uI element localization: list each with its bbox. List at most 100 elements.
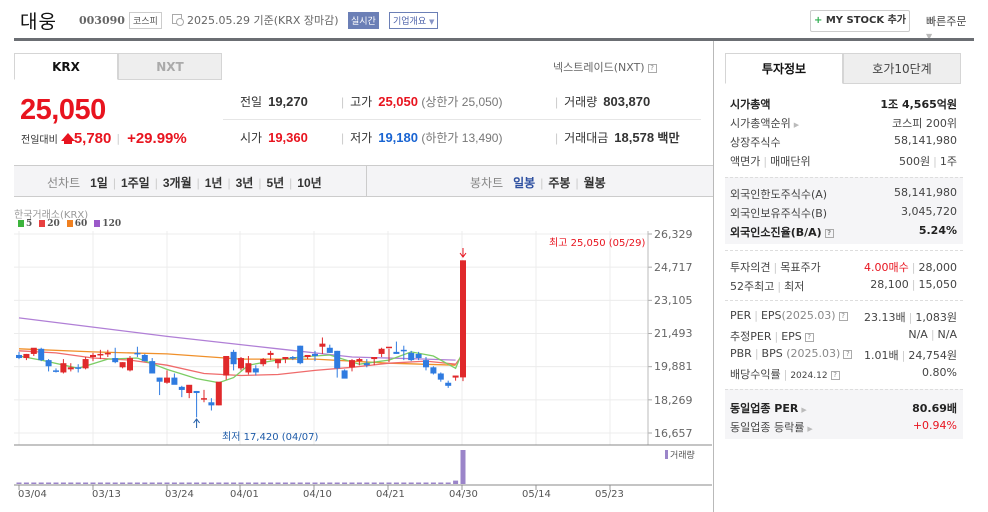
- label: PBR | BPS (2025.03)?: [730, 347, 853, 360]
- value-text: 24,754원: [908, 349, 957, 362]
- x-tick: 04/10: [303, 489, 332, 500]
- y-tick: 18,269: [654, 394, 693, 407]
- chevron-right-icon: ▶: [793, 121, 800, 129]
- period-1w[interactable]: 1주일: [120, 176, 150, 190]
- label-text: PER: [730, 309, 752, 322]
- help-icon[interactable]: ?: [838, 311, 848, 321]
- divider: |: [911, 278, 916, 291]
- label-text: PBR: [730, 347, 752, 360]
- value-text: 500원: [899, 155, 931, 168]
- row-foreign-limit: 외국인한도주식수(A) 58,141,980: [725, 184, 963, 203]
- value-text: 28,100: [870, 278, 909, 291]
- chevron-right-icon: ▶: [807, 425, 813, 433]
- value-text: 23.13배: [864, 311, 906, 324]
- realtime-badge[interactable]: 실시간: [348, 12, 379, 29]
- value: 58,141,980: [894, 186, 957, 199]
- chart-period-bar: 선차트 1일 | 1주일 | 3개월 | 1년 | 3년 | 5년 | 10년 봉차트 일봉…: [14, 165, 713, 197]
- stat-volume: | 거래량 803,870: [555, 93, 650, 110]
- value: 코스피 200위: [892, 117, 957, 130]
- plus-icon: +: [813, 15, 823, 26]
- row-52week: 52주최고 | 최저 28,100 | 15,050: [725, 276, 963, 295]
- row-sector-per[interactable]: 동일업종 PER ▶ 80.69배: [725, 398, 963, 417]
- stat-label: 전일: [240, 95, 263, 109]
- value: 28,100 | 15,050: [870, 278, 957, 291]
- row-market-cap-rank[interactable]: 시가총액순위 ▶ 코스피 200위: [725, 113, 963, 132]
- period-monthly[interactable]: 월봉: [583, 176, 606, 190]
- change-percent: +29.99%: [127, 130, 187, 147]
- row-opinion: 투자의견 | 목표주가 4.00매수 | 28,000: [725, 257, 963, 276]
- tab-orderbook-10[interactable]: 호가10단계: [843, 53, 961, 84]
- help-icon[interactable]: ?: [647, 63, 657, 73]
- nextrade-link[interactable]: 넥스트레이드(NXT)?: [553, 59, 657, 75]
- tab-investment-info[interactable]: 투자정보: [725, 53, 843, 84]
- x-tick: 03/04: [18, 489, 47, 500]
- divider: |: [911, 261, 916, 274]
- divider: |: [777, 280, 782, 293]
- value-text: 1주: [939, 155, 957, 168]
- period-3y[interactable]: 3년: [235, 176, 254, 190]
- label-text: EPS: [760, 309, 782, 322]
- label-text: BPS: [761, 347, 783, 360]
- chevron-down-icon: ▼: [429, 18, 435, 26]
- row-par-value: 액면가 | 매매단위 500원 | 1주: [725, 151, 963, 170]
- ma120-swatch: [94, 220, 101, 227]
- label-text: 추정PER: [730, 330, 772, 343]
- label: 시가총액순위 ▶: [730, 115, 799, 131]
- value-text: 1.01배: [864, 349, 899, 362]
- divider: |: [930, 328, 935, 341]
- stat-label: 거래대금: [564, 131, 609, 145]
- period-1d[interactable]: 1일: [90, 176, 108, 190]
- label-text: 매매단위: [770, 155, 811, 168]
- tab-nxt[interactable]: NXT: [118, 53, 222, 80]
- help-icon[interactable]: ?: [824, 228, 834, 238]
- value: 58,141,980: [894, 134, 957, 147]
- ma5-swatch: [18, 220, 24, 227]
- stat-unit: 백만: [657, 131, 680, 145]
- x-tick: 03/13: [92, 489, 121, 500]
- label-text: 시가총액순위: [730, 117, 791, 130]
- stat-value: 19,360: [268, 130, 308, 145]
- value: 0.80%: [922, 366, 957, 379]
- divider: |: [754, 309, 758, 322]
- label: 상장주식수: [730, 136, 781, 149]
- divider: |: [901, 349, 906, 362]
- stat-prev-close: 전일 19,270: [240, 93, 308, 110]
- label-text: 최저: [784, 280, 805, 293]
- tab-krx[interactable]: KRX: [14, 53, 118, 80]
- value: 23.13배 | 1,083원: [864, 309, 957, 325]
- period-3m[interactable]: 3개월: [162, 176, 192, 190]
- ma120-label: 120: [102, 219, 122, 229]
- help-icon[interactable]: ?: [843, 349, 853, 359]
- label: 52주최고 | 최저: [730, 278, 804, 294]
- date-basis: 2025.05.29 기준(KRX 장마감): [187, 14, 339, 27]
- opinion-value: 4.00매수: [864, 261, 909, 274]
- nextrade-label: 넥스트레이드(NXT): [553, 61, 645, 74]
- row-est-per-eps: 추정PER | EPS? N/A | N/A: [725, 326, 963, 345]
- help-icon[interactable]: ?: [830, 370, 840, 380]
- help-icon[interactable]: ?: [804, 332, 814, 342]
- ma5-legend: 5: [18, 219, 32, 229]
- quick-order-dropdown[interactable]: 빠른주문 ▼: [926, 13, 974, 42]
- value: 1조 4,565억원: [880, 98, 957, 111]
- stats-row-2: 시가 19,360 | 저가 19,180 (하한가 13,490) | 거래대금 18,…: [223, 120, 701, 156]
- stat-low: | 저가 19,180 (하한가 13,490): [341, 129, 502, 146]
- candlestick-chart[interactable]: [0, 228, 712, 512]
- add-mystock-button[interactable]: + MY STOCK 추가: [810, 10, 910, 32]
- label: 외국인한도주식수(A): [730, 188, 828, 201]
- ma20-swatch: [39, 220, 46, 227]
- company-overview-dropdown[interactable]: 기업개요 ▼: [389, 12, 439, 29]
- row-sector-change[interactable]: 동일업종 등락률 ▶ +0.94%: [725, 417, 963, 436]
- divider: |: [227, 175, 231, 190]
- volume-legend: 거래량: [665, 448, 695, 461]
- label-text: 외국인소진율(B/A): [730, 226, 822, 239]
- period-weekly[interactable]: 주봉: [548, 176, 571, 190]
- period-1y[interactable]: 1년: [204, 176, 223, 190]
- period-5y[interactable]: 5년: [266, 176, 285, 190]
- x-tick: 04/01: [230, 489, 259, 500]
- stats-row-1: 전일 19,270 | 고가 25,050 (상한가 25,050) | 거래량 803,…: [223, 84, 701, 120]
- period-10y[interactable]: 10년: [297, 176, 322, 190]
- divider: [366, 166, 367, 196]
- ma-legend: 5 20 60 120: [18, 219, 121, 229]
- period-daily[interactable]: 일봉: [513, 176, 536, 190]
- divider: |: [754, 347, 759, 360]
